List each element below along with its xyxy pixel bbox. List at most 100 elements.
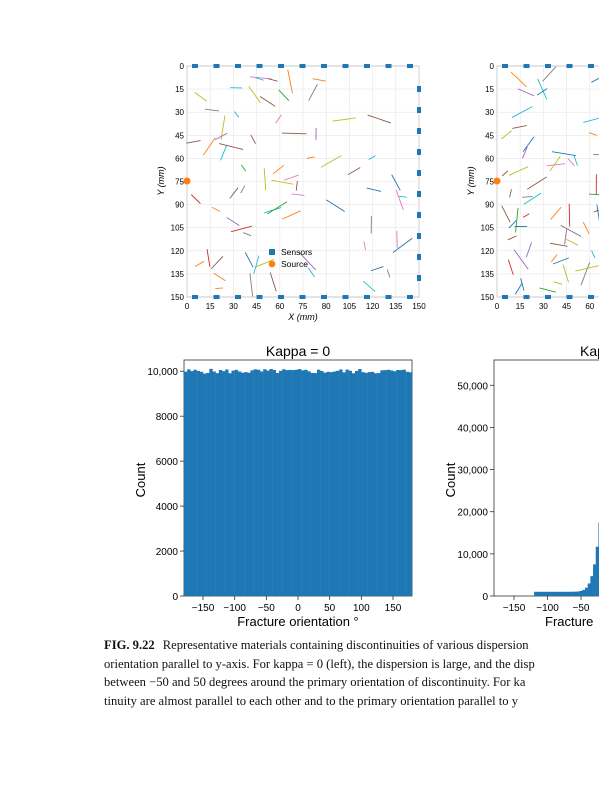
fracture-segment (522, 195, 533, 198)
fracture-segment (508, 220, 517, 229)
map-left-sensors (192, 64, 421, 299)
fracture-segment (226, 217, 240, 226)
hist1-bar (383, 370, 387, 596)
fracture-segment (269, 272, 277, 292)
fracture-segment (206, 248, 211, 267)
map-x-tick: 120 (366, 302, 380, 311)
sensor-marker (502, 295, 508, 299)
fracture-segment (211, 206, 221, 212)
map-x-tick: 60 (275, 302, 284, 311)
fracture-segment (501, 130, 513, 140)
hist1-bar (326, 371, 330, 596)
hist1-bar (203, 373, 207, 596)
hist2-bar (544, 591, 548, 596)
sensor-marker (299, 295, 306, 299)
fracture-segment (370, 266, 384, 272)
map-x-tick: 150 (412, 302, 426, 311)
fracture-segment (275, 114, 282, 124)
sensor-marker (407, 295, 413, 299)
hist2-bar (547, 591, 551, 596)
fracture-segment (295, 180, 298, 191)
sensor-marker (235, 295, 241, 299)
fracture-segment (320, 155, 342, 168)
fracture-segment (560, 224, 582, 237)
hist2-y-tick: 0 (482, 592, 488, 603)
hist1-bar (323, 372, 327, 596)
hist2-xlabel: Fracture (545, 614, 593, 629)
sensor-marker (235, 64, 241, 68)
hist1-bar (266, 370, 270, 596)
hist2-x-tick: −50 (573, 603, 590, 614)
sensor-marker (417, 254, 421, 260)
map-y-tick: 135 (481, 270, 495, 279)
hist1-bar (215, 373, 220, 596)
hist1-bar (377, 373, 381, 596)
fracture-segment (525, 242, 533, 258)
fracture-segment (550, 242, 568, 247)
fracture-segment (250, 134, 256, 144)
hist2-bar (571, 591, 575, 596)
map-x-tick: 15 (516, 302, 525, 311)
hist2-bar (587, 583, 591, 596)
fracture-segment (589, 132, 598, 136)
sensor-marker (417, 128, 421, 134)
fracture-segment (520, 278, 525, 291)
hist2-y-ticks: 0 10,000 20,000 30,000 40,000 50,000 (457, 381, 494, 603)
map-left-grid (186, 65, 420, 298)
hist1-x-tick: 150 (385, 603, 402, 614)
fracture-segment (513, 249, 529, 270)
map-right-sensors (502, 64, 594, 299)
hist1-bar (301, 370, 305, 596)
fracture-segment (539, 287, 556, 293)
sensor-marker (364, 64, 370, 68)
map-x-tick: 0 (495, 302, 500, 311)
fracture-segment (307, 267, 316, 278)
fracture-segment (326, 199, 345, 212)
hist1-bar (389, 370, 394, 596)
fracture-segment (527, 176, 548, 190)
hist1-bar (222, 371, 226, 596)
map-y-tick: 90 (485, 201, 494, 210)
hist1-bar (367, 372, 372, 596)
fracture-segment (194, 260, 205, 267)
fracture-segment (347, 167, 361, 175)
fracture-segment (522, 136, 535, 153)
fracture-segment (582, 221, 590, 234)
fracture-segment (186, 140, 201, 144)
hist2-bar (563, 591, 567, 596)
map-right-y-ticks: 0 15 30 45 60 75 90 105 120 135 150 (481, 62, 495, 302)
hist1-y-tick: 8000 (156, 412, 179, 423)
hist2-bar (595, 546, 599, 596)
hist1-bar (269, 368, 273, 596)
sensor-marker (588, 64, 594, 68)
map-right-fractures (501, 66, 599, 295)
fracture-segment (566, 238, 579, 246)
hist1-bar (218, 370, 223, 596)
hist1-bar (332, 371, 337, 596)
fracture-segment (281, 132, 307, 135)
hist2-bar (539, 591, 543, 596)
sensor-marker (364, 295, 370, 299)
fracture-segment (366, 187, 382, 192)
map-x-tick: 15 (206, 302, 215, 311)
hist2-ylabel: Count (443, 462, 458, 497)
fracture-segment (392, 237, 413, 253)
fracture-segment (202, 137, 216, 156)
sensor-marker (192, 295, 198, 299)
legend-source-label: Source (281, 259, 308, 269)
fracture-segment (512, 125, 527, 129)
fracture-segment (510, 71, 527, 88)
hist2-bar (555, 591, 559, 596)
fracture-segment (511, 106, 533, 118)
fracture-segment (536, 88, 548, 96)
hist1-x-tick: −100 (223, 603, 246, 614)
fracture-segment (240, 185, 246, 194)
fracture-segment (537, 78, 548, 100)
hist1-bar (345, 369, 349, 596)
sensor-marker (342, 64, 349, 68)
source-marker-right (493, 177, 501, 185)
map-y-tick: 60 (175, 154, 184, 163)
hist1-bars (184, 368, 413, 596)
hist1-bar (364, 372, 368, 596)
fracture-segment (219, 143, 244, 150)
